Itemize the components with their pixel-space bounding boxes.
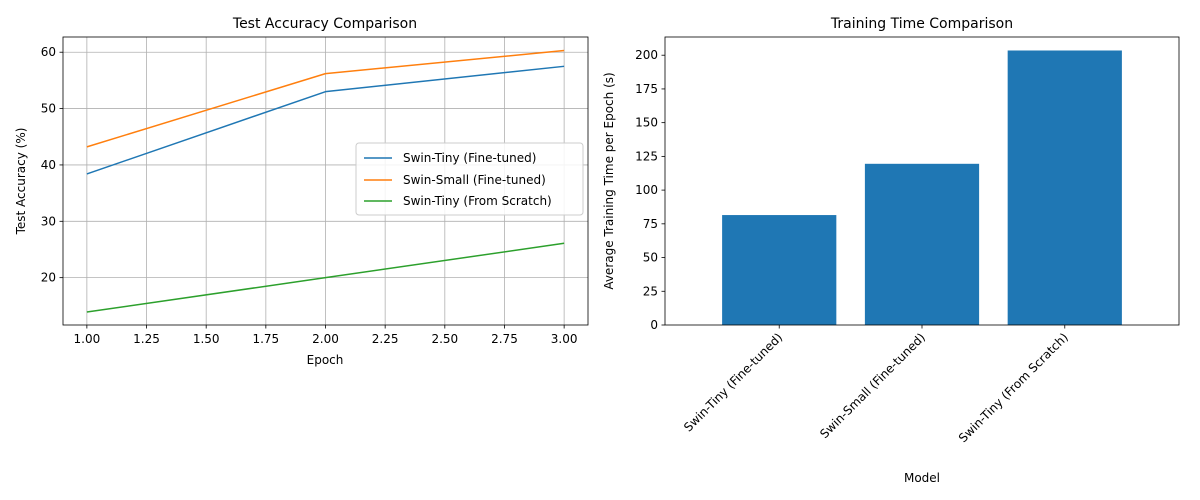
y-tick-label: 50 bbox=[643, 251, 658, 265]
y-tick-label: 20 bbox=[41, 271, 56, 285]
y-tick-label: 175 bbox=[635, 82, 658, 96]
legend-label-swin-small-fine-tuned: Swin-Small (Fine-tuned) bbox=[403, 173, 546, 187]
series-line-swin-small-fine-tuned bbox=[86, 49, 565, 148]
bar-swin-tiny-from-scratch bbox=[1007, 50, 1122, 325]
x-tick-label: 1.00 bbox=[74, 332, 101, 346]
accuracy-series-lines bbox=[86, 49, 565, 313]
training-time-chart-title: Training Time Comparison bbox=[830, 16, 1013, 32]
training-time-x-axis-label: Model bbox=[904, 471, 940, 485]
x-tick-label: 2.50 bbox=[431, 332, 458, 346]
y-tick-label: 75 bbox=[643, 217, 658, 231]
accuracy-y-axis-label: Test Accuracy (%) bbox=[14, 128, 28, 236]
x-tick-label-swin-small-fine-tuned: Swin-Small (Fine-tuned) bbox=[817, 330, 928, 441]
x-tick-label: 2.25 bbox=[372, 332, 399, 346]
bar-swin-small-fine-tuned bbox=[864, 163, 980, 325]
legend-frame bbox=[355, 142, 584, 216]
y-tick-label: 200 bbox=[635, 48, 658, 62]
x-tick-label: 1.25 bbox=[133, 332, 160, 346]
y-tick-label: 25 bbox=[643, 284, 658, 298]
x-tick-label: 3.00 bbox=[551, 332, 578, 346]
training-time-bars bbox=[722, 50, 1122, 325]
legend-label-swin-tiny-fine-tuned: Swin-Tiny (Fine-tuned) bbox=[403, 151, 536, 165]
y-tick-label: 40 bbox=[41, 158, 56, 172]
accuracy-line-chart: Test Accuracy Comparison 1.00 1.25 1.50 1.7… bbox=[14, 16, 589, 367]
y-tick-label: 100 bbox=[635, 183, 658, 197]
x-tick-label: 2.00 bbox=[312, 332, 339, 346]
legend-label-swin-tiny-from-scratch: Swin-Tiny (From Scratch) bbox=[403, 194, 552, 208]
accuracy-legend: Swin-Tiny (Fine-tuned) Swin-Small (Fine-… bbox=[355, 142, 584, 216]
training-time-bar-chart: Training Time Comparison Swin-Tiny (Fine… bbox=[602, 16, 1180, 485]
x-tick-label-swin-tiny-fine-tuned: Swin-Tiny (Fine-tuned) bbox=[681, 330, 785, 434]
y-tick-label: 150 bbox=[635, 116, 658, 130]
x-tick-label-swin-tiny-from-scratch: Swin-Tiny (From Scratch) bbox=[956, 330, 1071, 445]
y-tick-label: 125 bbox=[635, 149, 658, 163]
accuracy-x-ticks: 1.00 1.25 1.50 1.75 2.00 2.25 2.50 2.75 3.00 bbox=[74, 325, 578, 346]
y-tick-label: 0 bbox=[650, 318, 658, 332]
accuracy-x-axis-label: Epoch bbox=[307, 353, 344, 367]
training-time-y-ticks: 0 25 50 75 100 125 150 175 200 bbox=[635, 48, 665, 332]
x-tick-label: 1.75 bbox=[252, 332, 279, 346]
training-time-y-axis-label: Average Training Time per Epoch (s) bbox=[602, 72, 616, 289]
training-time-x-ticks: Swin-Tiny (Fine-tuned) Swin-Small (Fine-t… bbox=[681, 325, 1071, 445]
y-tick-label: 60 bbox=[41, 45, 56, 59]
accuracy-chart-title: Test Accuracy Comparison bbox=[232, 16, 417, 32]
y-tick-label: 30 bbox=[41, 214, 56, 228]
series-line-swin-tiny-fine-tuned bbox=[86, 65, 565, 175]
bar-swin-tiny-fine-tuned bbox=[722, 215, 837, 325]
x-tick-label: 2.75 bbox=[491, 332, 518, 346]
accuracy-y-ticks: 20 30 40 50 60 bbox=[41, 45, 63, 285]
y-tick-label: 50 bbox=[41, 102, 56, 116]
x-tick-label: 1.50 bbox=[193, 332, 220, 346]
series-line-swin-tiny-from-scratch bbox=[86, 242, 565, 313]
